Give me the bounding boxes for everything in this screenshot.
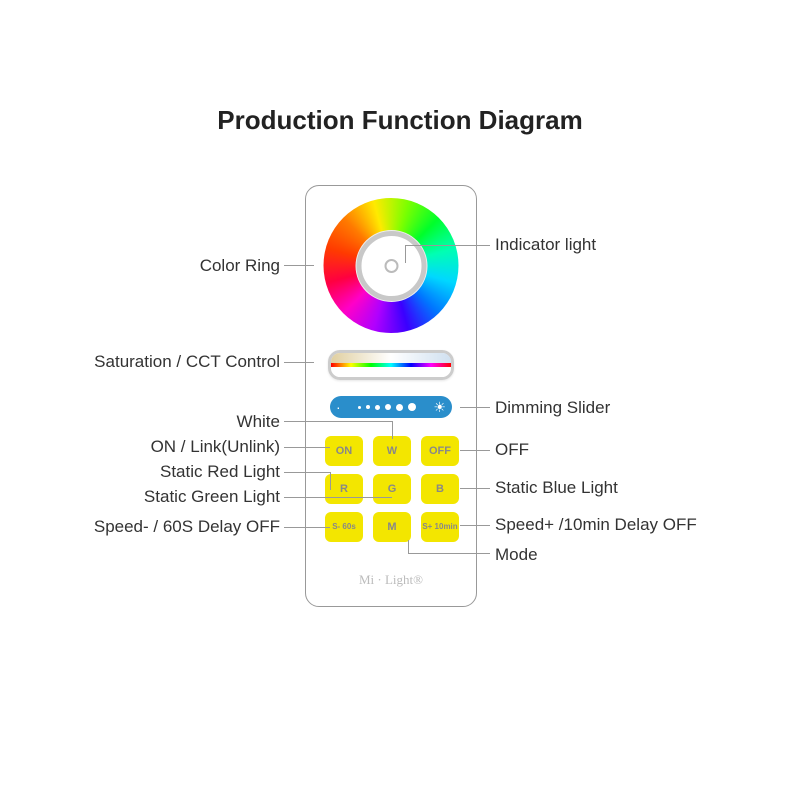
speed-minus-button[interactable]: S- 60s <box>325 512 363 542</box>
leader-line <box>284 265 314 266</box>
label-static-red: Static Red Light <box>160 462 280 482</box>
label-static-blue: Static Blue Light <box>495 478 618 498</box>
label-off: OFF <box>495 440 529 460</box>
on-button[interactable]: ON <box>325 436 363 466</box>
blue-button[interactable]: B <box>421 474 459 504</box>
speed-plus-button[interactable]: S+ 10min <box>421 512 459 542</box>
color-ring[interactable] <box>324 198 459 333</box>
dim-dots <box>358 403 416 411</box>
green-button[interactable]: G <box>373 474 411 504</box>
leader-line <box>405 245 490 246</box>
label-saturation: Saturation / CCT Control <box>94 352 280 372</box>
leader-line <box>408 553 490 554</box>
label-indicator: Indicator light <box>495 235 596 255</box>
remote-body: · ☀ ON W OFF R G B S- 60s M S+ 10min Mi … <box>305 185 477 607</box>
leader-line <box>460 488 490 489</box>
leader-line <box>392 421 393 439</box>
leader-line <box>330 472 331 490</box>
leader-line <box>460 525 490 526</box>
leader-line <box>284 447 330 448</box>
off-button[interactable]: OFF <box>421 436 459 466</box>
indicator-light-icon <box>384 259 398 273</box>
leader-line <box>284 497 392 498</box>
leader-line <box>284 472 330 473</box>
label-speed-plus: Speed+ /10min Delay OFF <box>495 515 697 535</box>
leader-line <box>405 245 406 263</box>
button-grid: ON W OFF R G B S- 60s M S+ 10min <box>325 436 457 542</box>
leader-line <box>284 421 392 422</box>
leader-line <box>460 407 490 408</box>
page-title: Production Function Diagram <box>0 105 800 136</box>
label-white: White <box>237 412 280 432</box>
white-button[interactable]: W <box>373 436 411 466</box>
label-speed-minus: Speed- / 60S Delay OFF <box>94 517 280 537</box>
leader-line <box>284 362 314 363</box>
label-mode: Mode <box>495 545 538 565</box>
label-dimming: Dimming Slider <box>495 398 610 418</box>
label-on-link: ON / Link(Unlink) <box>151 437 280 457</box>
leader-line <box>460 450 490 451</box>
leader-line <box>408 540 409 553</box>
brand-label: Mi · Light® <box>306 572 476 588</box>
leader-line <box>284 527 330 528</box>
ring-center <box>356 231 426 301</box>
saturation-cct-slider[interactable] <box>328 350 454 380</box>
label-color-ring: Color Ring <box>200 256 280 276</box>
dimming-slider[interactable]: · ☀ <box>330 396 452 418</box>
label-static-green: Static Green Light <box>144 487 280 507</box>
mode-button[interactable]: M <box>373 512 411 542</box>
dim-low-icon: · <box>336 400 341 414</box>
brightness-icon: ☀ <box>433 400 446 414</box>
